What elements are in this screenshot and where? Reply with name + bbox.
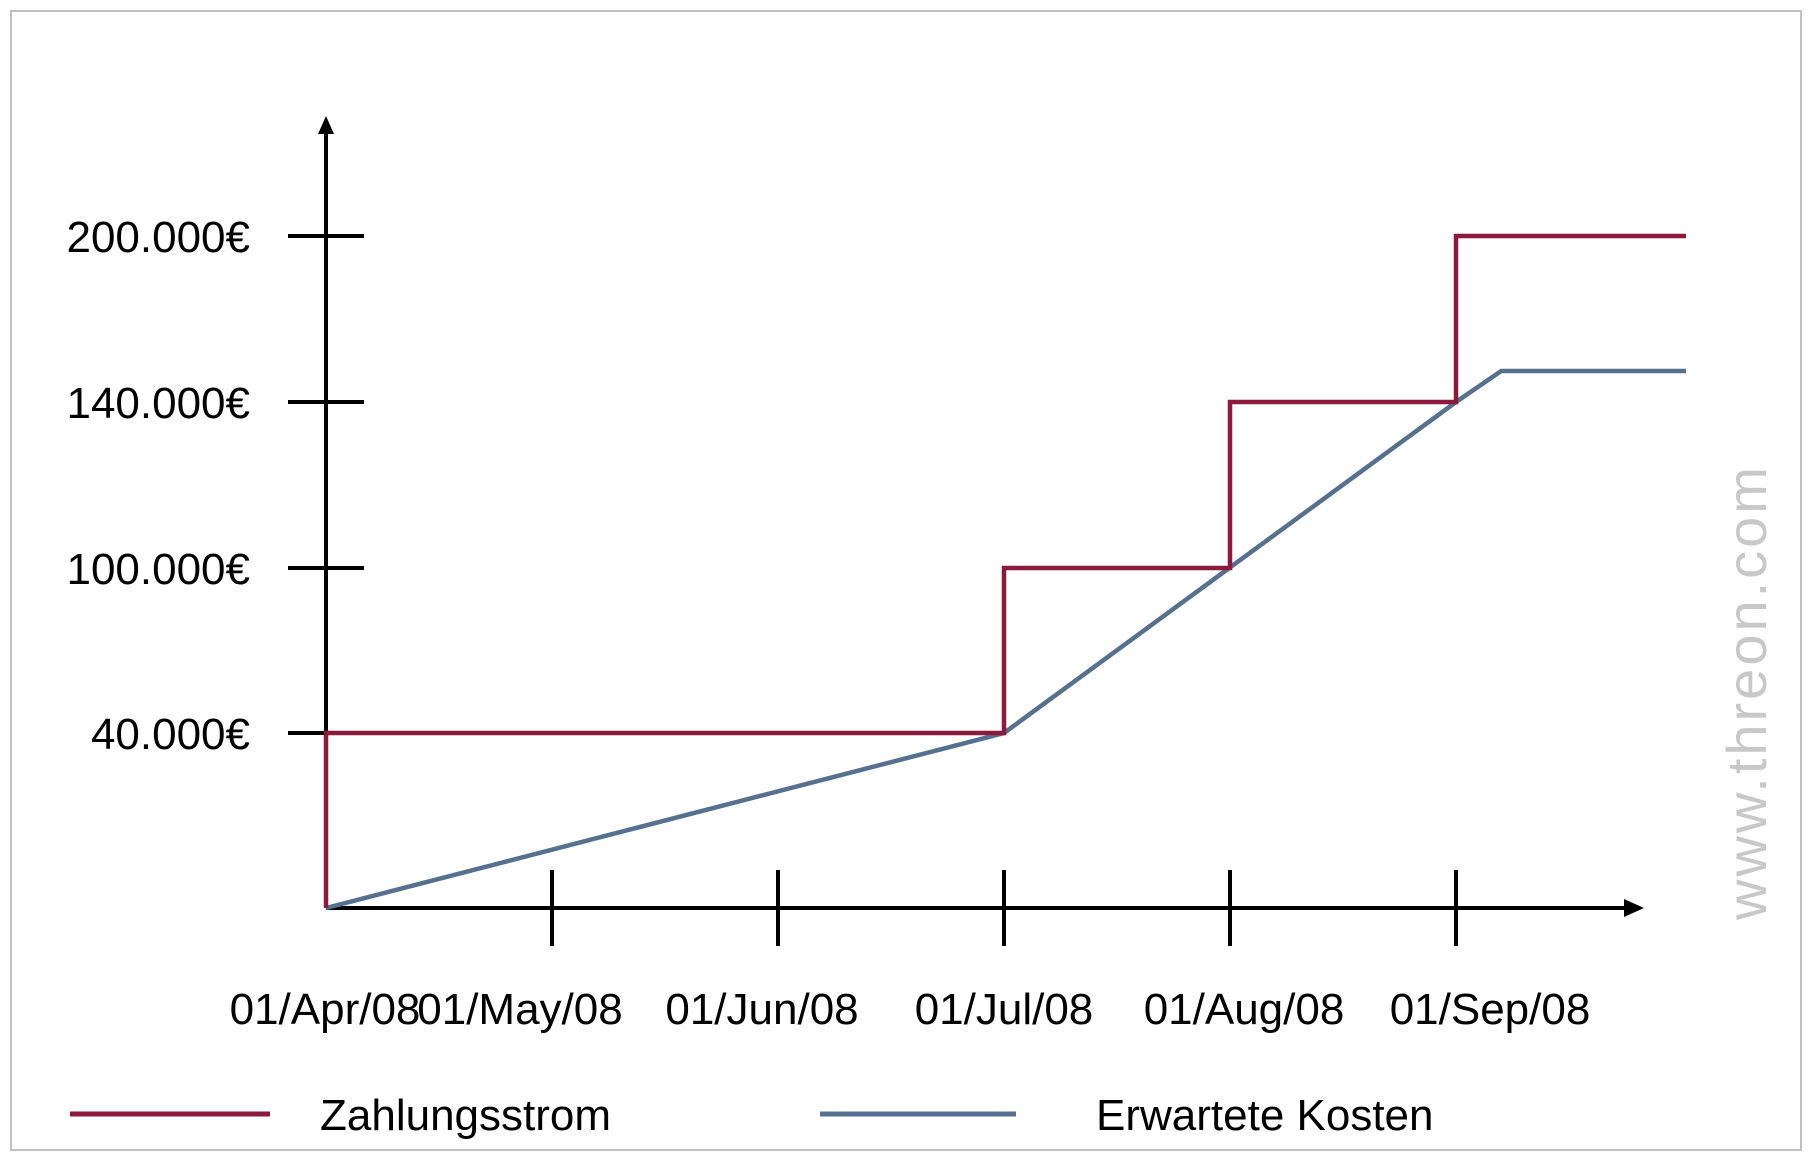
x-tick-label: 01/Jun/08 — [665, 985, 858, 1034]
x-tick-label: 01/Sep/08 — [1390, 985, 1591, 1034]
legend: Zahlungsstrom Erwartete Kosten — [70, 1091, 1434, 1140]
series-group — [323, 233, 1686, 911]
y-tick-label: 200.000€ — [66, 213, 250, 262]
watermark-text: www.threon.com — [1715, 464, 1778, 921]
series-line-zahlungsstrom — [323, 233, 1686, 908]
x-tick-label: 01/Aug/08 — [1144, 985, 1345, 1034]
axes — [318, 116, 1644, 917]
y-axis-arrow — [318, 116, 334, 134]
legend-item-erwartete-kosten-label: Erwartete Kosten — [1096, 1091, 1434, 1140]
legend-item-zahlungsstrom-label: Zahlungsstrom — [320, 1091, 611, 1140]
y-tick-label: 140.000€ — [66, 379, 250, 428]
y-tick-label: 40.000€ — [91, 710, 250, 759]
chart-frame — [10, 10, 1802, 1151]
x-tick-label: 01/Jul/08 — [915, 985, 1094, 1034]
x-axis-arrow — [1624, 899, 1644, 917]
x-tick-label: 01/May/08 — [417, 985, 622, 1034]
y-tick-label: 100.000€ — [66, 545, 250, 594]
x-tick-label: 01/Apr/08 — [230, 985, 421, 1034]
y-ticks: 40.000€ 100.000€ 140.000€ 200.000€ — [66, 213, 364, 759]
